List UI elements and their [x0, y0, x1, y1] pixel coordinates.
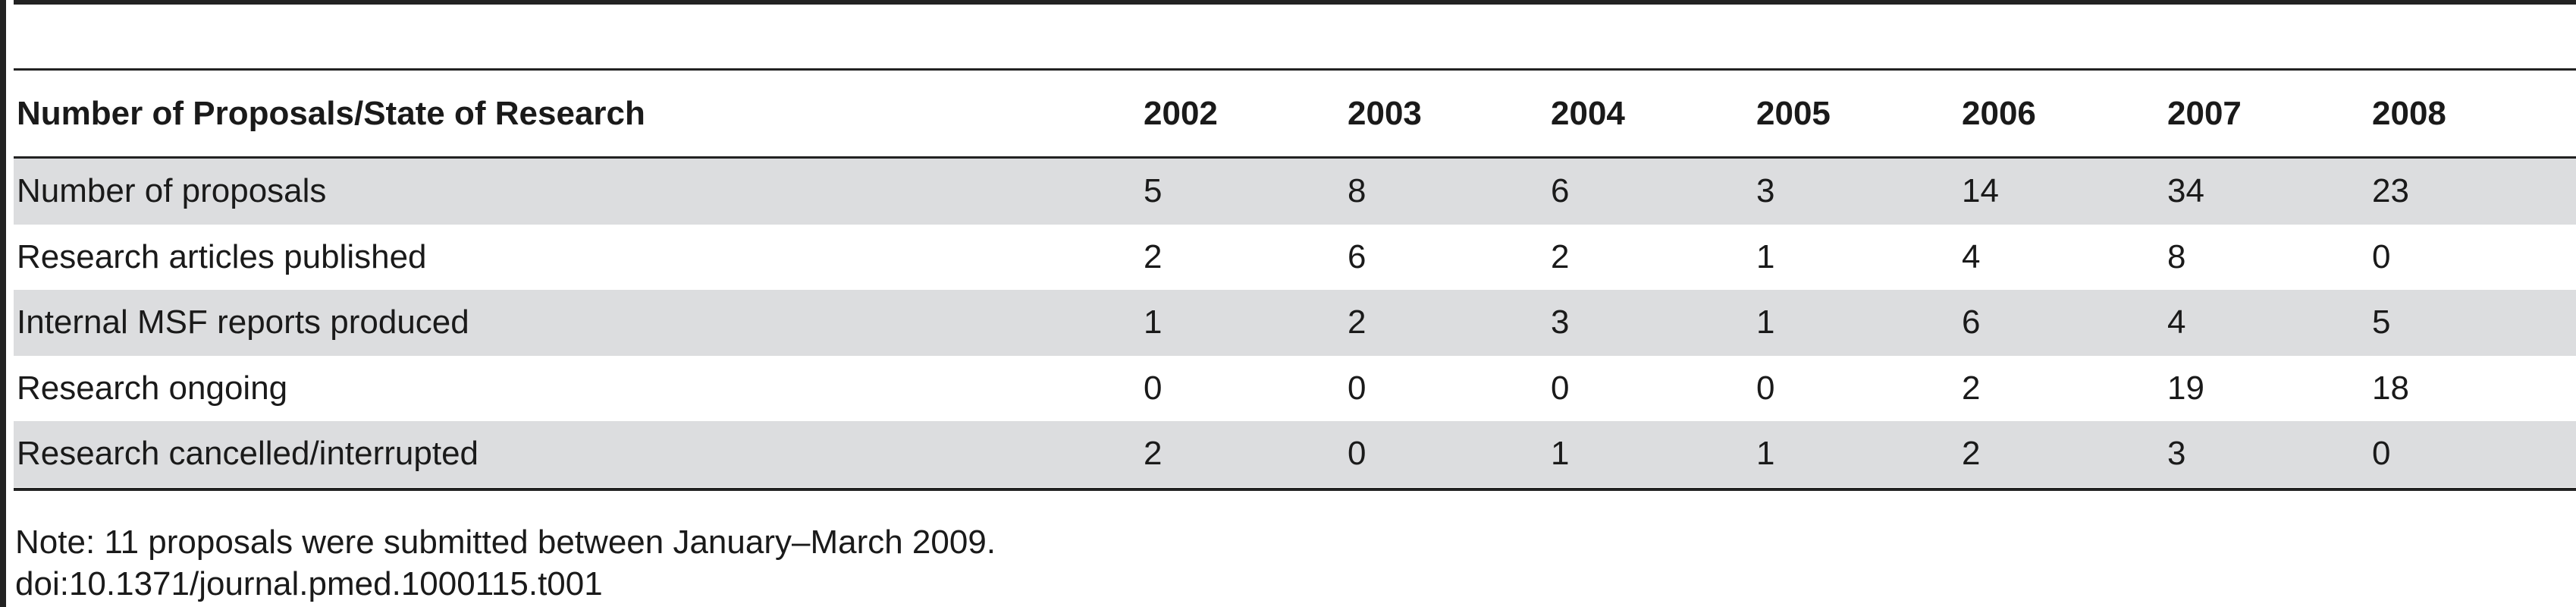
column-header: 2003 [1348, 95, 1422, 132]
cell-value: 2 [1962, 435, 1981, 473]
header-bottom-rule [14, 156, 2576, 159]
column-header: 2006 [1962, 95, 2036, 132]
cell-value: 5 [1144, 172, 1162, 209]
column-header: 2008 [2372, 95, 2446, 132]
cell-value: 23 [2372, 172, 2409, 209]
cell-value: 6 [1962, 304, 1981, 341]
cell-value: 0 [2372, 435, 2391, 473]
cell-value: 18 [2372, 369, 2409, 407]
cell-value: 4 [2167, 304, 2186, 341]
header-rule [14, 68, 2576, 71]
note: Note: 11 proposals were submitted betwee… [15, 524, 996, 561]
cell-value: 3 [1756, 172, 1775, 209]
cell-value: 0 [1551, 369, 1570, 407]
cell-value: 1 [1756, 237, 1775, 275]
cell-value: 5 [2372, 304, 2391, 341]
row-label: Research articles published [17, 237, 427, 275]
column-header: 2004 [1551, 95, 1625, 132]
cell-value: 8 [1348, 172, 1366, 209]
cell-value: 6 [1348, 237, 1366, 275]
cell-value: 2 [1144, 435, 1162, 473]
cell-value: 2 [1348, 304, 1366, 341]
cell-value: 0 [1348, 435, 1366, 473]
cell-value: 0 [1348, 369, 1366, 407]
row-label: Internal MSF reports produced [17, 304, 469, 341]
row-label: Number of proposals [17, 172, 327, 209]
column-header: Number of Proposals/State of Research [17, 95, 645, 132]
cell-value: 1 [1756, 435, 1775, 473]
cell-value: 19 [2167, 369, 2204, 407]
cell-value: 1 [1756, 304, 1775, 341]
cell-value: 34 [2167, 172, 2204, 209]
cell-value: 0 [2372, 237, 2391, 275]
row-label: Research cancelled/interrupted [17, 435, 479, 473]
row-label: Research ongoing [17, 369, 288, 407]
cell-value: 3 [2167, 435, 2186, 473]
cell-value: 4 [1962, 237, 1981, 275]
left-border [0, 0, 6, 607]
bottom-rule [14, 488, 2576, 491]
doi: doi:10.1371/journal.pmed.1000115.t001 [15, 565, 603, 602]
row-shade [14, 290, 2576, 356]
column-header: 2002 [1144, 95, 1218, 132]
cell-value: 2 [1551, 237, 1570, 275]
cell-value: 8 [2167, 237, 2186, 275]
cell-value: 2 [1962, 369, 1981, 407]
cell-value: 14 [1962, 172, 1999, 209]
top-rule [14, 0, 2576, 5]
cell-value: 1 [1551, 435, 1570, 473]
column-header: 2007 [2167, 95, 2242, 132]
cell-value: 1 [1144, 304, 1162, 341]
cell-value: 3 [1551, 304, 1570, 341]
cell-value: 0 [1144, 369, 1162, 407]
column-header: 2005 [1756, 95, 1831, 132]
cell-value: 0 [1756, 369, 1775, 407]
cell-value: 2 [1144, 237, 1162, 275]
cell-value: 6 [1551, 172, 1570, 209]
row-shade [14, 421, 2576, 487]
row-shade [14, 159, 2576, 225]
